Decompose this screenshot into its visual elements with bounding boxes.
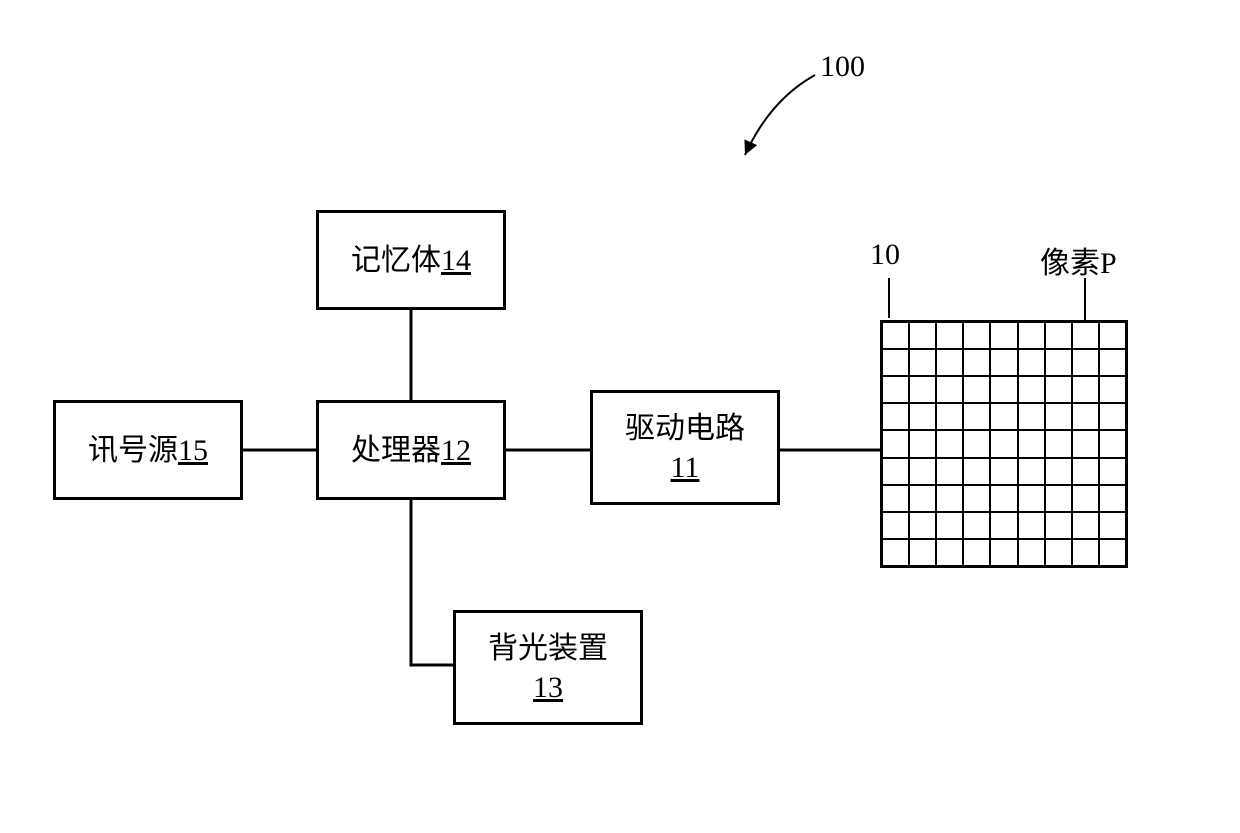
processor-block: 处理器12 xyxy=(316,400,506,500)
pixel-cell xyxy=(1045,322,1072,349)
pixel-cell xyxy=(936,376,963,403)
pixel-cell xyxy=(963,430,990,457)
pixel-cell xyxy=(936,403,963,430)
pixel-cell xyxy=(882,512,909,539)
pixel-cell xyxy=(909,539,936,566)
pixel-cell xyxy=(882,349,909,376)
backlight-block: 背光装置13 xyxy=(453,610,643,725)
pixel-cell xyxy=(936,512,963,539)
driver-block: 驱动电路11 xyxy=(590,390,780,505)
pixel-cell xyxy=(1018,512,1045,539)
pixel-cell xyxy=(1018,485,1045,512)
pixel-cell xyxy=(963,322,990,349)
pixel-cell xyxy=(990,458,1017,485)
pixel-cell xyxy=(990,322,1017,349)
pixel-cell xyxy=(1045,376,1072,403)
pixel-cell xyxy=(909,349,936,376)
pixel-cell xyxy=(1018,403,1045,430)
pixel-cell xyxy=(990,430,1017,457)
pixel-cell xyxy=(882,430,909,457)
pixel-reference-label: 像素P xyxy=(1040,238,1117,282)
pixel-cell xyxy=(882,485,909,512)
memory-text: 记忆体14 xyxy=(351,241,471,280)
pixel-cell xyxy=(1072,349,1099,376)
pixel-cell xyxy=(1072,430,1099,457)
driver-text: 驱动电路11 xyxy=(625,409,745,487)
signal-source-block: 讯号源15 xyxy=(53,400,243,500)
pixel-cell xyxy=(990,485,1017,512)
pixel-cell xyxy=(990,349,1017,376)
pixel-cell xyxy=(909,485,936,512)
pixel-cell xyxy=(909,322,936,349)
pixel-cell xyxy=(1018,430,1045,457)
backlight-text: 背光装置13 xyxy=(488,629,608,707)
pixel-cell xyxy=(882,539,909,566)
pixel-cell xyxy=(1072,458,1099,485)
pixel-cell xyxy=(882,458,909,485)
pixel-cell xyxy=(1018,458,1045,485)
pixel-cell xyxy=(1072,539,1099,566)
pixel-cell xyxy=(963,512,990,539)
pixel-cell xyxy=(963,349,990,376)
pixel-cell xyxy=(936,458,963,485)
pixel-cell xyxy=(1072,322,1099,349)
pixel-cell xyxy=(882,376,909,403)
signal-source-text: 讯号源15 xyxy=(88,431,208,470)
pixel-cell xyxy=(1072,485,1099,512)
pixel-cell xyxy=(936,539,963,566)
pixel-cell xyxy=(1072,512,1099,539)
pixel-cell xyxy=(1099,376,1126,403)
pixel-cell xyxy=(1018,539,1045,566)
pixel-cell xyxy=(936,322,963,349)
pixel-cell xyxy=(1045,539,1072,566)
processor-text: 处理器12 xyxy=(351,431,471,470)
pixel-cell xyxy=(1045,430,1072,457)
pixel-cell xyxy=(1045,485,1072,512)
pixel-cell xyxy=(1045,512,1072,539)
pixel-cell xyxy=(990,403,1017,430)
pixel-cell xyxy=(963,539,990,566)
pixel-cell xyxy=(1099,512,1126,539)
pixel-cell xyxy=(909,376,936,403)
pixel-cell xyxy=(1099,485,1126,512)
pixel-cell xyxy=(1099,349,1126,376)
pixel-cell xyxy=(1099,430,1126,457)
pixel-cell xyxy=(1045,403,1072,430)
pixel-cell xyxy=(1099,458,1126,485)
panel-reference-label: 10 xyxy=(870,238,900,272)
pixel-cell xyxy=(1072,403,1099,430)
pixel-cell xyxy=(909,512,936,539)
pixel-cell xyxy=(1045,349,1072,376)
pixel-cell xyxy=(990,376,1017,403)
pixel-cell xyxy=(1099,539,1126,566)
pixel-cell xyxy=(1018,322,1045,349)
pixel-cell xyxy=(1099,403,1126,430)
pixel-cell xyxy=(1099,322,1126,349)
pixel-cell xyxy=(963,485,990,512)
pixel-cell xyxy=(1045,458,1072,485)
pixel-cell xyxy=(909,458,936,485)
pixel-cell xyxy=(990,512,1017,539)
pixel-cell xyxy=(1018,376,1045,403)
pixel-cell xyxy=(1018,349,1045,376)
pixel-cell xyxy=(882,322,909,349)
pixel-cell xyxy=(936,485,963,512)
pixel-cell xyxy=(936,430,963,457)
pixel-cell xyxy=(963,458,990,485)
memory-block: 记忆体14 xyxy=(316,210,506,310)
pixel-cell xyxy=(909,403,936,430)
pixel-cell xyxy=(1072,376,1099,403)
pixel-cell xyxy=(936,349,963,376)
pixel-cell xyxy=(990,539,1017,566)
pixel-cell xyxy=(882,403,909,430)
pixel-cell xyxy=(963,376,990,403)
figure-reference-label: 100 xyxy=(820,50,865,84)
pixel-cell xyxy=(909,430,936,457)
pixel-grid xyxy=(880,320,1128,568)
pixel-cell xyxy=(963,403,990,430)
